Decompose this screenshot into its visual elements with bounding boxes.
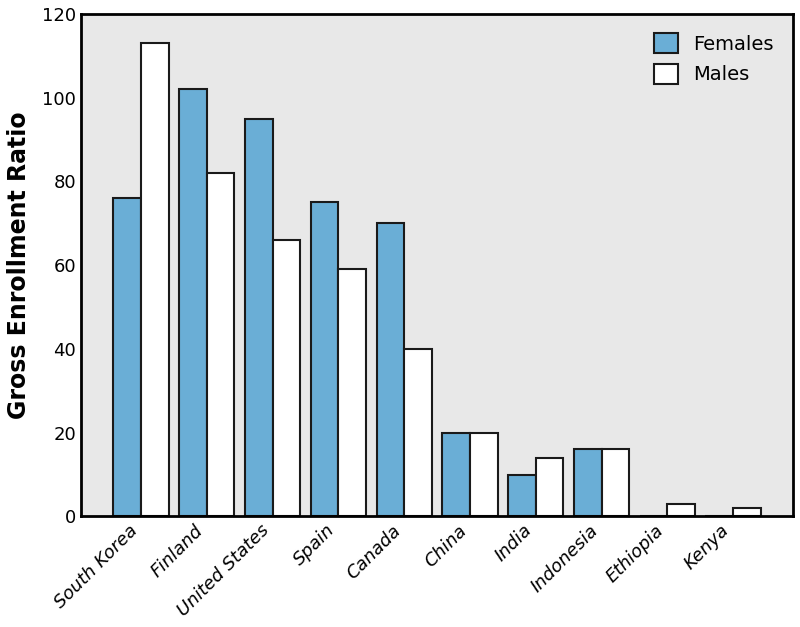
Y-axis label: Gross Enrollment Ratio: Gross Enrollment Ratio xyxy=(7,112,31,419)
Bar xyxy=(114,198,141,517)
Bar xyxy=(442,433,470,517)
Bar xyxy=(207,173,234,517)
Bar xyxy=(141,43,169,517)
Bar xyxy=(667,504,695,517)
Bar xyxy=(273,240,300,517)
Bar xyxy=(733,508,761,517)
Bar xyxy=(245,119,273,517)
Bar xyxy=(508,475,536,517)
Bar xyxy=(536,458,563,517)
Bar xyxy=(574,450,602,517)
Bar xyxy=(179,89,207,517)
Bar xyxy=(377,223,404,517)
Bar xyxy=(310,203,338,517)
Bar xyxy=(404,349,432,517)
Bar xyxy=(338,270,366,517)
Bar xyxy=(602,450,629,517)
Bar xyxy=(470,433,498,517)
Legend: Females, Males: Females, Males xyxy=(645,24,783,94)
